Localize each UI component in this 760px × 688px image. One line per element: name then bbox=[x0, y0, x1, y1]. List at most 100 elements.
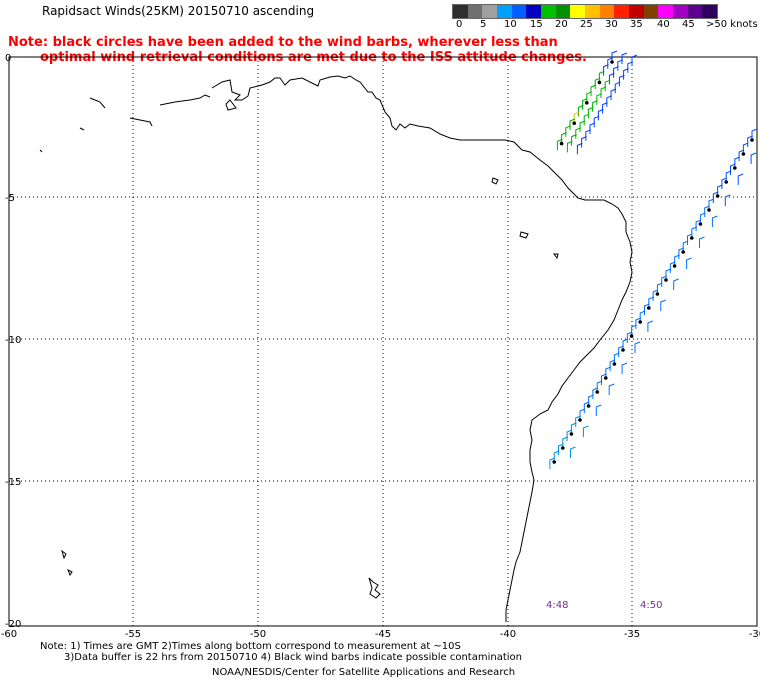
wind-barb bbox=[617, 59, 623, 71]
colorbar-swatch bbox=[467, 5, 483, 18]
wind-barb bbox=[621, 362, 628, 374]
wind-barb bbox=[592, 387, 599, 399]
wind-barb bbox=[571, 134, 577, 146]
wind-barb bbox=[614, 81, 621, 94]
wind-barb bbox=[647, 320, 654, 332]
colorbar-label: 30 bbox=[605, 19, 618, 30]
wind-barbs bbox=[549, 50, 758, 469]
wind-barb bbox=[589, 122, 596, 134]
colorbar-swatch bbox=[599, 5, 615, 18]
colorbar-swatch bbox=[629, 5, 644, 18]
wind-barb bbox=[609, 359, 616, 371]
longitude-label: -60 bbox=[1, 629, 17, 640]
longitude-label: -50 bbox=[250, 629, 266, 640]
wind-barb bbox=[582, 98, 588, 110]
longitude-label: -45 bbox=[375, 629, 391, 640]
wind-barb bbox=[565, 125, 571, 137]
wind-barb bbox=[566, 140, 573, 153]
colorbar-label: 45 bbox=[682, 19, 695, 30]
wind-barb bbox=[604, 79, 611, 92]
colorbar-swatch bbox=[673, 5, 688, 18]
wind-barb bbox=[681, 240, 689, 254]
wind-barb bbox=[673, 278, 679, 290]
wind-barb bbox=[610, 50, 618, 64]
wind-barb bbox=[638, 310, 646, 324]
colorbar-label: >50 knots bbox=[706, 19, 758, 30]
wind-barb bbox=[549, 457, 556, 469]
map-title: Rapidsact Winds(25KM) 20150710 ascending bbox=[42, 4, 315, 18]
colorbar-swatch bbox=[687, 5, 703, 18]
colorbar-label: 0 bbox=[456, 19, 463, 30]
wind-barb bbox=[579, 120, 586, 132]
wind-barb bbox=[613, 66, 619, 78]
island-trindade bbox=[368, 577, 381, 599]
wind-barb bbox=[664, 268, 672, 282]
wind-barb bbox=[627, 61, 633, 73]
wind-barb bbox=[644, 303, 650, 315]
colorbar-label: 40 bbox=[657, 19, 670, 30]
colorbar-swatch bbox=[643, 5, 659, 18]
wind-barb bbox=[634, 341, 641, 353]
wind-barb bbox=[660, 299, 666, 311]
wind-barb bbox=[608, 383, 615, 395]
wind-barb bbox=[576, 142, 583, 155]
wind-barb bbox=[652, 289, 659, 301]
wind-barb bbox=[581, 136, 587, 148]
wind-barb bbox=[687, 233, 693, 245]
longitude-label: -55 bbox=[125, 629, 141, 640]
wind-barb bbox=[672, 254, 680, 268]
wind-barb bbox=[629, 324, 637, 338]
island-marajo bbox=[225, 99, 237, 111]
wind-barb bbox=[612, 352, 620, 366]
wind-barb bbox=[618, 345, 624, 357]
colorbar-label: 5 bbox=[480, 19, 487, 30]
wind-barb bbox=[556, 138, 563, 151]
wind-barb bbox=[569, 422, 577, 436]
colorbar-swatch bbox=[511, 5, 527, 18]
wind-barb bbox=[575, 415, 581, 427]
island-small-2 bbox=[519, 231, 529, 239]
wind-barb bbox=[597, 108, 604, 121]
credit-line: NOAA/NESDIS/Center for Satellite Applica… bbox=[212, 667, 516, 678]
colorbar-label: 25 bbox=[580, 19, 593, 30]
longitude-label: -40 bbox=[500, 629, 516, 640]
wind-barb bbox=[582, 425, 589, 437]
wind-barb bbox=[623, 68, 629, 80]
latitude-label: -10 bbox=[5, 335, 21, 346]
time-label-1: 4:48 bbox=[546, 600, 569, 611]
wind-barb bbox=[721, 177, 728, 189]
wind-barb bbox=[602, 102, 608, 114]
colorbar-label: 15 bbox=[530, 19, 543, 30]
wind-barb bbox=[712, 191, 719, 203]
wind-barb bbox=[704, 205, 710, 217]
wind-barb bbox=[604, 366, 611, 380]
wind-barb bbox=[647, 296, 654, 310]
wind-barb bbox=[552, 450, 560, 464]
latitude-label: -20 bbox=[5, 619, 21, 630]
island-small-5 bbox=[67, 568, 73, 577]
wind-barb bbox=[570, 446, 576, 458]
wind-barb bbox=[621, 338, 629, 352]
wind-barb bbox=[621, 52, 628, 64]
wind-barb bbox=[607, 57, 613, 69]
colorbar-swatch bbox=[526, 5, 542, 18]
wind-barb bbox=[596, 93, 602, 105]
wind-barb bbox=[578, 408, 586, 422]
island-small-3 bbox=[553, 253, 559, 260]
footnote-line-1: Note: 1) Times are GMT 2)Times along bot… bbox=[40, 641, 461, 652]
wind-barb bbox=[626, 331, 633, 343]
wind-barb bbox=[715, 184, 723, 198]
wind-barb bbox=[730, 163, 736, 175]
island-small-4 bbox=[61, 549, 67, 560]
colorbar-swatch bbox=[482, 5, 498, 18]
colorbar-label: 35 bbox=[630, 19, 643, 30]
wind-barb bbox=[690, 226, 697, 240]
wind-barb bbox=[566, 429, 573, 441]
colorbar-swatch bbox=[658, 5, 674, 18]
wind-barb bbox=[603, 64, 609, 76]
wind-barb bbox=[618, 74, 625, 87]
wind-barb bbox=[575, 127, 581, 139]
latitude-label: 0 bbox=[5, 53, 11, 64]
wind-barb bbox=[737, 173, 744, 185]
